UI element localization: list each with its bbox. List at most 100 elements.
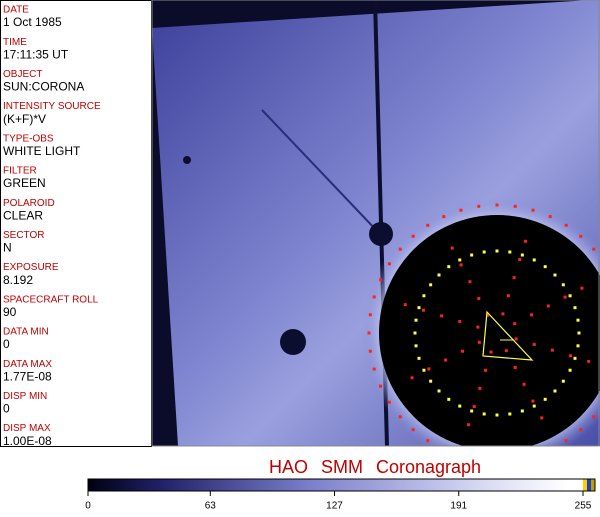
marker — [553, 274, 556, 277]
field-label: DATE — [3, 5, 29, 16]
occulter-mount — [369, 222, 393, 246]
colorbar-tick-label: 255 — [575, 501, 592, 512]
marker — [508, 251, 511, 254]
marker — [562, 380, 565, 383]
field-value: 90 — [3, 305, 17, 319]
marker — [533, 258, 536, 261]
field-label: DISP MAX — [3, 423, 51, 434]
marker — [533, 405, 536, 408]
marker — [418, 357, 421, 360]
field-value: N — [3, 241, 12, 255]
marker — [532, 209, 535, 212]
marker — [470, 254, 473, 257]
marker — [513, 276, 516, 279]
field-value: WHITE LIGHT — [3, 144, 81, 158]
marker — [490, 351, 493, 354]
marker — [379, 385, 382, 388]
marker — [562, 283, 565, 286]
marker — [415, 319, 418, 322]
marker — [467, 423, 470, 426]
marker — [451, 247, 454, 250]
marker — [458, 258, 461, 261]
marker — [438, 274, 441, 277]
marker — [429, 283, 432, 286]
marker — [580, 287, 583, 290]
marker — [551, 349, 554, 352]
marker — [412, 235, 415, 238]
marker — [587, 360, 590, 363]
marker — [544, 265, 547, 268]
colorbar-end — [583, 479, 587, 491]
marker — [576, 319, 579, 322]
dust-spot — [183, 156, 191, 164]
marker — [478, 341, 481, 344]
marker — [579, 428, 582, 431]
marker — [564, 296, 567, 299]
colorbar-tick-label: 191 — [450, 501, 467, 512]
marker — [501, 312, 504, 315]
colorbar — [88, 479, 583, 491]
marker — [483, 412, 486, 415]
colorbar-tick-label: 0 — [85, 501, 91, 512]
marker — [579, 235, 582, 238]
marker — [518, 258, 521, 261]
field-label: DATA MIN — [3, 327, 49, 338]
marker — [412, 428, 415, 431]
marker — [429, 380, 432, 383]
marker — [447, 265, 450, 268]
marker — [373, 295, 376, 298]
marker — [444, 359, 447, 362]
colorbar-end — [591, 479, 595, 491]
marker — [418, 306, 421, 309]
marker — [477, 297, 480, 300]
marker — [373, 368, 376, 371]
marker — [565, 224, 568, 227]
marker — [399, 248, 402, 251]
marker — [470, 409, 473, 412]
marker — [514, 366, 517, 369]
marker — [515, 337, 518, 340]
marker — [415, 344, 418, 347]
field-label: POLAROID — [3, 198, 55, 209]
marker — [404, 303, 407, 306]
marker — [569, 369, 572, 372]
marker — [411, 376, 414, 379]
marker — [505, 349, 508, 352]
marker — [496, 414, 499, 417]
marker — [592, 415, 595, 418]
marker — [440, 314, 443, 317]
marker — [473, 405, 476, 408]
marker — [508, 412, 511, 415]
marker — [524, 240, 527, 243]
marker — [458, 405, 461, 408]
field-value: SUN:CORONA — [3, 80, 84, 94]
marker — [427, 367, 430, 370]
marker — [569, 294, 572, 297]
field-label: DISP MIN — [3, 391, 47, 402]
marker — [388, 401, 391, 404]
field-label: DATA MAX — [3, 359, 52, 370]
marker — [549, 215, 552, 218]
marker — [458, 320, 461, 323]
marker — [484, 369, 487, 372]
marker — [438, 389, 441, 392]
marker — [388, 262, 391, 265]
colorbar-end — [587, 479, 591, 491]
marker — [459, 209, 462, 212]
marker — [544, 398, 547, 401]
marker — [592, 248, 595, 251]
marker — [578, 332, 581, 335]
marker — [468, 280, 471, 283]
marker — [369, 313, 372, 316]
marker — [426, 224, 429, 227]
field-label: TYPE-OBS — [3, 133, 54, 144]
marker — [553, 389, 556, 392]
field-value: 1.77E-08 — [3, 369, 52, 383]
marker — [507, 294, 510, 297]
marker — [569, 354, 572, 357]
marker — [422, 369, 425, 372]
field-value: 0 — [3, 337, 10, 351]
marker — [442, 215, 445, 218]
field-value: (K+F)*V — [3, 112, 46, 126]
